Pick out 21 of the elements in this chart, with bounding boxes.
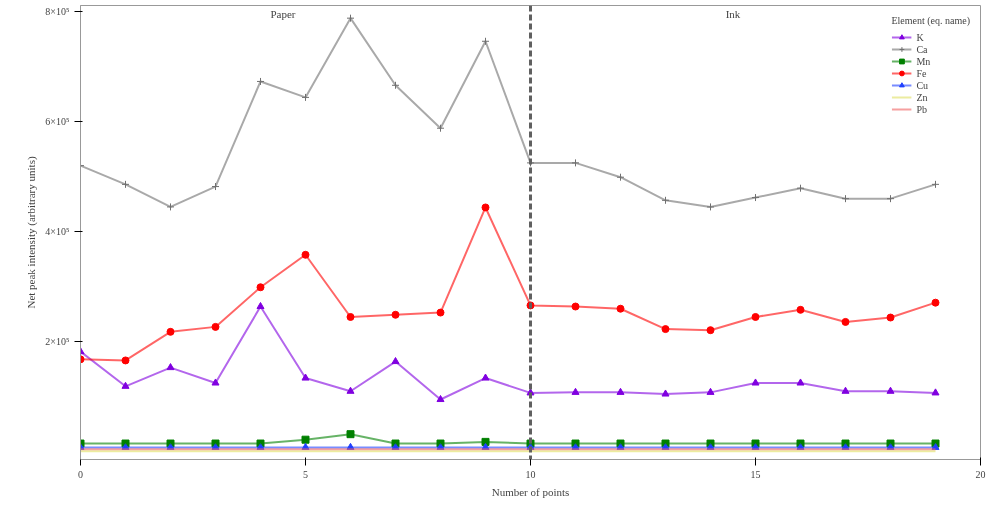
x-tick-label: 0 (78, 468, 83, 480)
legend-label: Zn (916, 91, 929, 103)
y-tick-label: 6×10⁵ (45, 115, 70, 127)
legend-title: Element (eq. name) (891, 15, 970, 26)
x-tick-label: 5 (303, 468, 308, 480)
annotation: Ink (725, 7, 741, 20)
y-tick-label: 4×10⁵ (45, 225, 70, 237)
y-tick-label: 2×10⁵ (45, 335, 70, 347)
legend-label: Mn (916, 55, 932, 67)
legend-label: Cu (916, 79, 930, 91)
legend-label: Fe (916, 67, 928, 79)
annotation: Paper (270, 7, 296, 20)
y-axis-title: Net peak intensity (arbitrary units) (25, 156, 39, 309)
x-tick-label: 10 (525, 468, 536, 480)
legend-label: Pb (916, 103, 928, 115)
x-tick-label: 20 (975, 468, 986, 480)
legend-label: K (916, 31, 925, 43)
x-tick-label: 15 (750, 468, 761, 480)
y-tick-label: 8×10⁵ (45, 5, 70, 17)
x-axis-title: Number of points (491, 485, 570, 498)
legend-label: Ca (916, 43, 929, 55)
